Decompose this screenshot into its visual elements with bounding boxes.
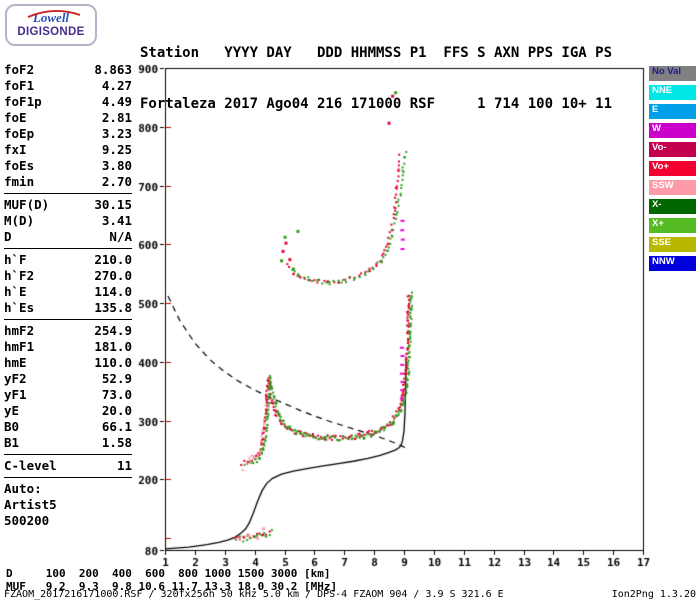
legend-item: E (649, 104, 696, 119)
parameter-row: hmF2 254.9 (4, 323, 132, 339)
parameter-label: hmF2 (4, 323, 35, 338)
legend-item: Vo+ (649, 161, 696, 176)
legend-item: W (649, 123, 696, 138)
parameter-row: h`E 114.0 (4, 284, 132, 300)
parameter-label: hmF1 (4, 339, 35, 354)
legend-item: SSE (649, 237, 696, 252)
separator-line (4, 477, 132, 478)
separator-line (4, 319, 132, 320)
status-bar: FZAOM_2017216171000.RSF / 320fx256h 50 k… (4, 589, 696, 600)
parameter-label: B0 (4, 419, 20, 434)
parameter-row: yF2 52.9 (4, 371, 132, 387)
parameter-label: fxI (4, 142, 27, 157)
parameter-label: h`F2 (4, 268, 35, 283)
parameter-label: yF1 (4, 387, 27, 402)
parameter-label: D (4, 229, 12, 244)
parameter-row: foF2 8.863 (4, 62, 132, 78)
parameter-label: h`E (4, 284, 27, 299)
parameter-label: C-level (4, 458, 57, 473)
d-row: D 100 200 400 600 800 1000 1500 3000 [km… (6, 567, 331, 580)
legend-item: NNW (649, 256, 696, 271)
autoscaler-info-row: Artist5 (4, 497, 132, 513)
parameter-label: h`F (4, 252, 27, 267)
parameter-label: h`Es (4, 300, 35, 315)
parameter-row: fmin 2.70 (4, 174, 132, 190)
parameter-row: h`F 210.0 (4, 252, 132, 268)
parameter-label: foE (4, 110, 27, 125)
logo-company: Lowell (32, 10, 70, 25)
logo-swoosh-icon (27, 10, 81, 18)
legend-item: X+ (649, 218, 696, 233)
legend-item: No Val (649, 66, 696, 81)
separator-line (4, 454, 132, 455)
parameter-label: yE (4, 403, 20, 418)
status-program-version: Ion2Png 1.3.20 (611, 589, 696, 600)
ionogram-plot (120, 58, 660, 570)
parameter-row: foEs 3.80 (4, 158, 132, 174)
parameter-row: h`F2 270.0 (4, 268, 132, 284)
parameter-label: fmin (4, 174, 35, 189)
muf-row: MUF 9.2 9.3 9.8 10.6 11.7 13.3 18.0 30.2… (6, 580, 338, 593)
parameter-row: yE 20.0 (4, 403, 132, 419)
separator-line (4, 248, 132, 249)
parameter-label: foF2 (4, 62, 35, 77)
d-muf-table: D 100 200 400 600 800 1000 1500 3000 [km… (6, 567, 337, 593)
parameter-row: M(D) 3.41 (4, 213, 132, 229)
parameter-label: foEs (4, 158, 35, 173)
parameter-row: foF1 4.27 (4, 78, 132, 94)
parameter-row: B0 66.1 (4, 419, 132, 435)
parameter-row: h`Es 135.8 (4, 300, 132, 316)
separator-line (4, 193, 132, 194)
parameter-row: MUF(D) 30.15 (4, 197, 132, 213)
parameter-row: foEp 3.23 (4, 126, 132, 142)
parameter-label: M(D) (4, 213, 35, 228)
parameter-row: hmF1 181.0 (4, 339, 132, 355)
header-line1: Station YYYY DAY DDD HHMMSS P1 FFS S AXN… (140, 45, 613, 61)
autoscaler-info-row: Auto: (4, 481, 132, 497)
parameter-label: foF1 (4, 78, 35, 93)
parameter-row: foE 2.81 (4, 110, 132, 126)
parameter-row: B1 1.58 (4, 435, 132, 451)
autoscaler-info-row: 500200 (4, 513, 132, 529)
legend-item: SSW (649, 180, 696, 195)
parameter-row: foF1p 4.49 (4, 94, 132, 110)
parameter-label: hmE (4, 355, 27, 370)
parameter-row: DN/A (4, 229, 132, 245)
parameter-label: foEp (4, 126, 35, 141)
legend-item: X- (649, 199, 696, 214)
legend-item: Vo- (649, 142, 696, 157)
parameter-label: foF1p (4, 94, 42, 109)
parameter-row: hmE 110.0 (4, 355, 132, 371)
autoscaler-info-label: 500200 (4, 513, 50, 528)
parameter-row: C-level11 (4, 458, 132, 474)
parameter-row: fxI 9.25 (4, 142, 132, 158)
parameter-label: MUF(D) (4, 197, 50, 212)
parameter-label: B1 (4, 435, 20, 450)
parameter-label: yF2 (4, 371, 27, 386)
direction-legend: No Val NNE E W Vo- Vo+ SSW X- X+ SSE NNW (649, 66, 696, 275)
logo-product: DIGISONDE (17, 26, 85, 38)
status-file-info: FZAOM_2017216171000.RSF / 320fx256h 50 k… (4, 589, 504, 600)
parameter-panel: foF2 8.863 foF1 4.27 foF1p 4.49 foE 2.81 foEp 3.2… (4, 62, 132, 529)
autoscaler-info-label: Artist5 (4, 497, 57, 512)
lowell-digisonde-logo: Lowell DIGISONDE (5, 4, 97, 46)
legend-item: NNE (649, 85, 696, 100)
parameter-row: yF1 73.0 (4, 387, 132, 403)
autoscaler-info-label: Auto: (4, 481, 42, 496)
